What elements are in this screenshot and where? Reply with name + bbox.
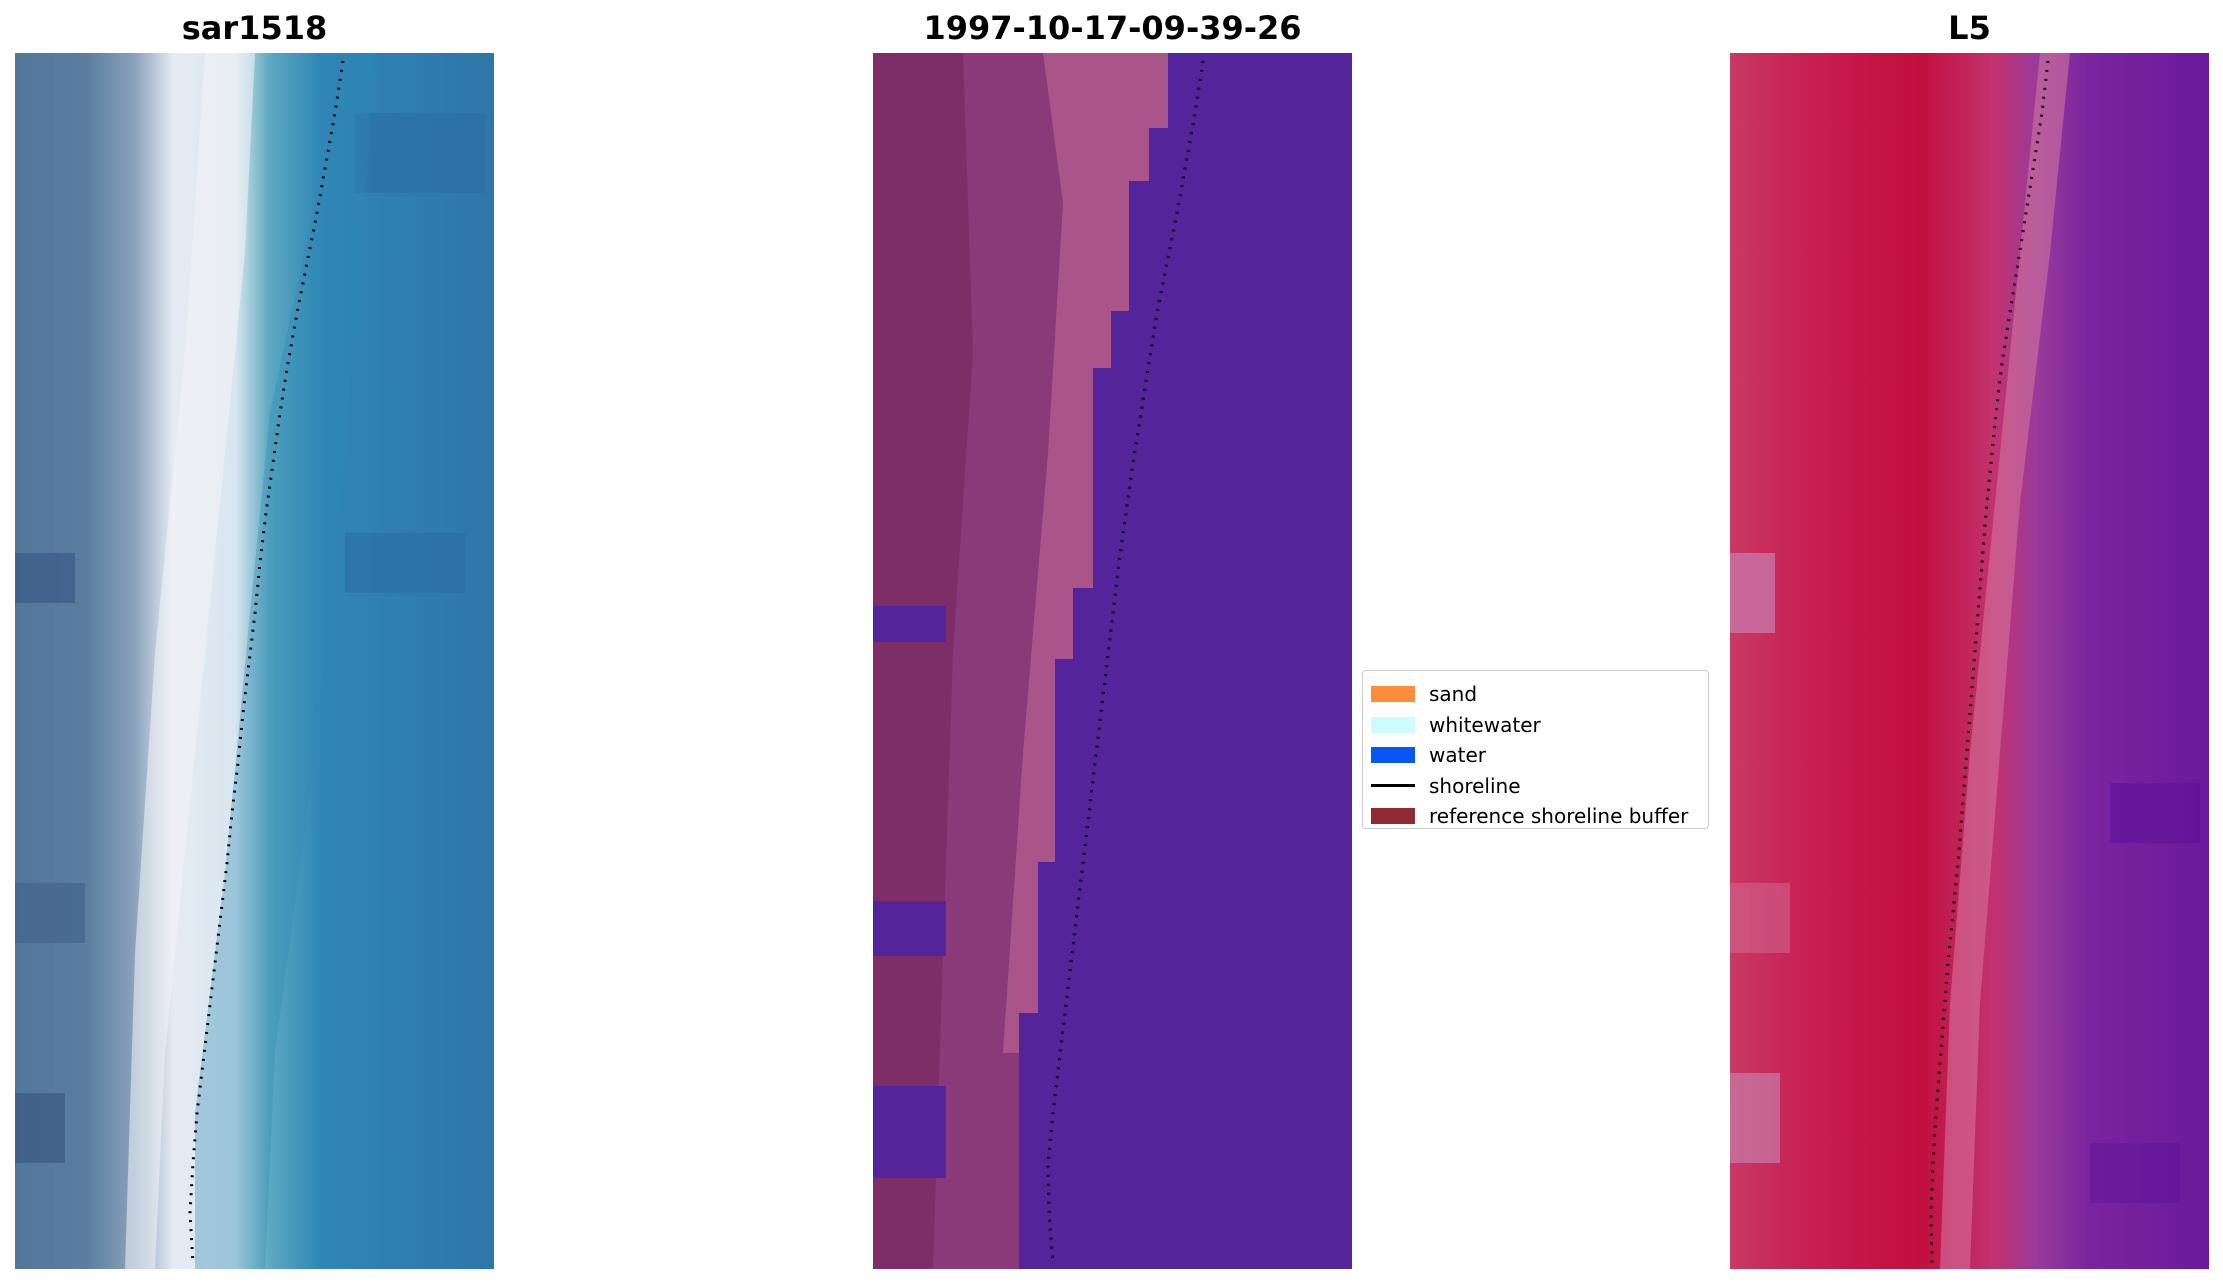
rgb-image: [15, 53, 494, 1269]
legend-label: reference shoreline buffer: [1429, 804, 1689, 829]
water-swatch: [1371, 747, 1415, 764]
legend-item-shoreline: shoreline: [1363, 771, 1708, 802]
shoreline-line: [1371, 784, 1415, 788]
false-colour-image-panel: [1730, 53, 2209, 1269]
legend-label: water: [1429, 743, 1486, 768]
classified-image: [873, 53, 1352, 1269]
legend-item-water: water: [1363, 740, 1708, 771]
panel-title-false-colour: L5: [1948, 9, 1991, 47]
panel-title-rgb: sar1518: [181, 9, 328, 47]
legend: sand whitewater water shoreline referenc…: [1362, 670, 1709, 829]
classified-image-panel: [873, 53, 1352, 1269]
reference-buffer-swatch: [1371, 808, 1415, 825]
legend-item-whitewater: whitewater: [1363, 710, 1708, 741]
whitewater-swatch: [1371, 716, 1415, 733]
legend-label: shoreline: [1429, 773, 1521, 798]
legend-label: sand: [1429, 682, 1478, 707]
legend-label: whitewater: [1429, 712, 1541, 737]
sand-swatch: [1371, 686, 1415, 703]
legend-item-sand: sand: [1363, 679, 1708, 710]
false-colour-image: [1730, 53, 2209, 1269]
legend-item-reference-buffer: reference shoreline buffer: [1363, 801, 1708, 832]
rgb-image-panel: [15, 53, 494, 1269]
shoreline: [1929, 60, 2050, 1264]
panel-title-classified: 1997-10-17-09-39-26: [923, 9, 1302, 47]
